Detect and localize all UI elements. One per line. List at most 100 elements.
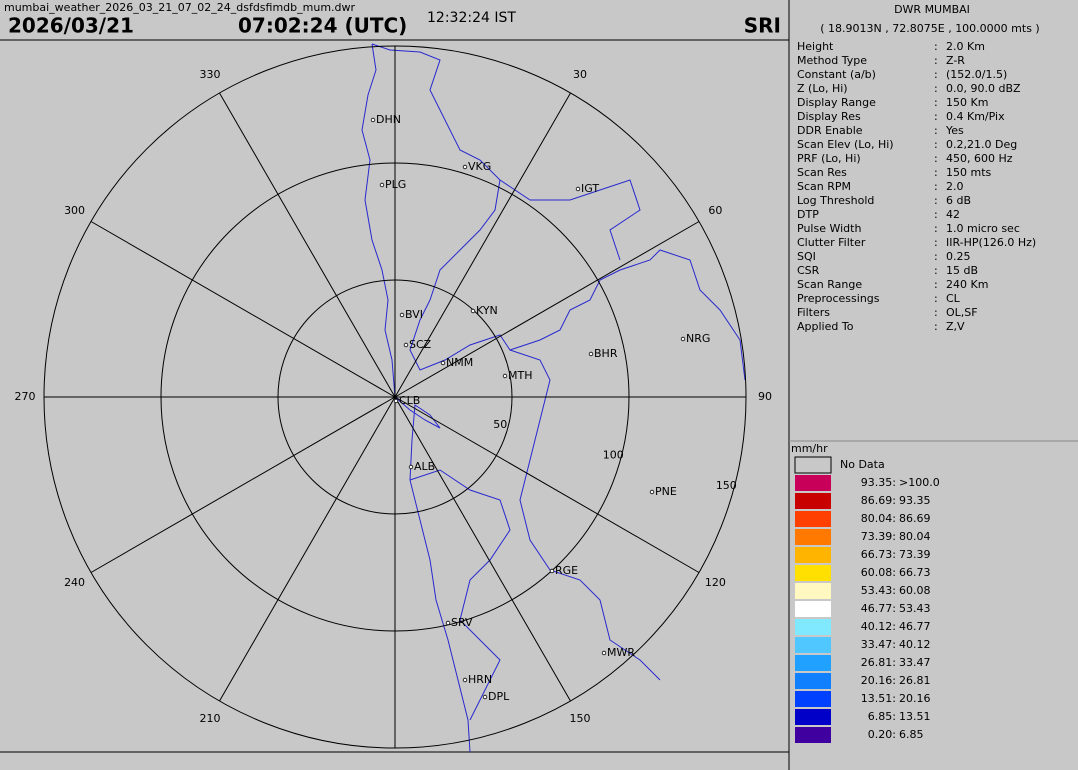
legend-to: 33.47	[899, 656, 931, 669]
param-sep: :	[934, 68, 938, 81]
station-label: PNE	[655, 485, 677, 498]
station-label: MWR	[607, 646, 635, 659]
param-sep: :	[934, 320, 938, 333]
spoke	[90, 221, 396, 398]
param-label: Scan Res	[797, 166, 847, 179]
azimuth-label: 210	[200, 712, 221, 725]
polar-grid: 330 30 300 60 270 90 240 120 210 150 50 100 150	[15, 45, 772, 749]
legend-from: 66.73:	[861, 548, 896, 561]
param-sep: :	[934, 152, 938, 165]
param-label: Log Threshold	[797, 194, 874, 207]
station-marker	[680, 336, 686, 342]
legend-from: 13.51:	[861, 692, 896, 705]
param-value: 450, 600 Hz	[946, 152, 1013, 165]
azimuth-label: 330	[200, 68, 221, 81]
param-sep: :	[934, 54, 938, 67]
param-value: 6 dB	[946, 194, 971, 207]
no-data-label: No Data	[840, 458, 885, 471]
station-label: MTH	[508, 369, 532, 382]
station-marker	[575, 186, 581, 192]
radar-name: DWR MUMBAI	[894, 3, 970, 16]
param-label: Scan Range	[797, 278, 862, 291]
param-label: SQI	[797, 250, 816, 263]
station-marker	[482, 694, 488, 700]
param-label: Display Range	[797, 96, 876, 109]
legend-to: 53.43	[899, 602, 931, 615]
legend-to: 46.77	[899, 620, 931, 633]
param-sep: :	[934, 124, 938, 137]
legend-swatch	[795, 619, 831, 635]
legend-from: 46.77:	[861, 602, 896, 615]
spoke	[90, 396, 396, 573]
param-label: DTP	[797, 208, 819, 221]
param-sep: :	[934, 96, 938, 109]
param-sep: :	[934, 306, 938, 319]
spoke	[394, 396, 700, 573]
param-sep: :	[934, 180, 938, 193]
param-value: Z,V	[946, 320, 965, 333]
legend-to: 13.51	[899, 710, 931, 723]
param-label: Method Type	[797, 54, 867, 67]
param-value: 42	[946, 208, 960, 221]
station-label: DPL	[488, 690, 510, 703]
param-sep: :	[934, 278, 938, 291]
azimuth-label: 60	[708, 204, 722, 217]
ist-time: 12:32:24 IST	[427, 10, 516, 26]
station-label: KYN	[476, 304, 498, 317]
param-value: 1.0 micro sec	[946, 222, 1020, 235]
legend-to: 26.81	[899, 674, 931, 687]
param-sep: :	[934, 110, 938, 123]
station-marker	[370, 117, 376, 123]
legend-swatch	[795, 655, 831, 671]
legend-to: >100.0	[899, 476, 940, 489]
param-value: 150 Km	[946, 96, 988, 109]
legend-from: 53.43:	[861, 584, 896, 597]
param-label: Z (Lo, Hi)	[797, 82, 848, 95]
param-label: Applied To	[797, 320, 854, 333]
legend-to: 86.69	[899, 512, 931, 525]
spoke	[394, 396, 571, 702]
param-value: 0.0, 90.0 dBZ	[946, 82, 1021, 95]
legend-swatch	[795, 601, 831, 617]
station-marker	[462, 677, 468, 683]
legend-to: 93.35	[899, 494, 931, 507]
legend-swatch	[795, 511, 831, 527]
station-marker	[399, 312, 405, 318]
legend-swatch	[795, 709, 831, 725]
legend-from: 33.47:	[861, 638, 896, 651]
param-value: OL,SF	[946, 306, 978, 319]
legend-to: 20.16	[899, 692, 931, 705]
legend-swatch	[795, 673, 831, 689]
legend-from: 40.12:	[861, 620, 896, 633]
param-sep: :	[934, 292, 938, 305]
param-sep: :	[934, 222, 938, 235]
param-value: 240 Km	[946, 278, 988, 291]
spoke	[219, 92, 396, 398]
station-label: BHR	[594, 347, 618, 360]
product: SRI	[744, 14, 781, 38]
info-panel: DWR MUMBAI ( 18.9013N , 72.8075E , 100.0…	[797, 3, 1040, 333]
param-value: CL	[946, 292, 961, 305]
station-marker	[470, 308, 476, 314]
range-label: 150	[716, 479, 737, 492]
legend-from: 0.20:	[868, 728, 896, 741]
station-marker	[502, 373, 508, 379]
param-value: Z-R	[946, 54, 965, 67]
station-marker	[440, 360, 446, 366]
legend-swatch	[795, 547, 831, 563]
param-sep: :	[934, 166, 938, 179]
stations: DHN PLG VKG IGT KYN BVI SCZ NMM MTH BHR NRG CLB ALB P…	[370, 113, 710, 703]
param-label: Filters	[797, 306, 830, 319]
station-marker	[649, 489, 655, 495]
legend-from: 93.35:	[861, 476, 896, 489]
param-sep: :	[934, 264, 938, 277]
legend-unit: mm/hr	[791, 442, 828, 455]
azimuth-label: 30	[573, 68, 587, 81]
legend-swatch	[795, 691, 831, 707]
param-sep: :	[934, 138, 938, 151]
legend-from: 26.81:	[861, 656, 896, 669]
